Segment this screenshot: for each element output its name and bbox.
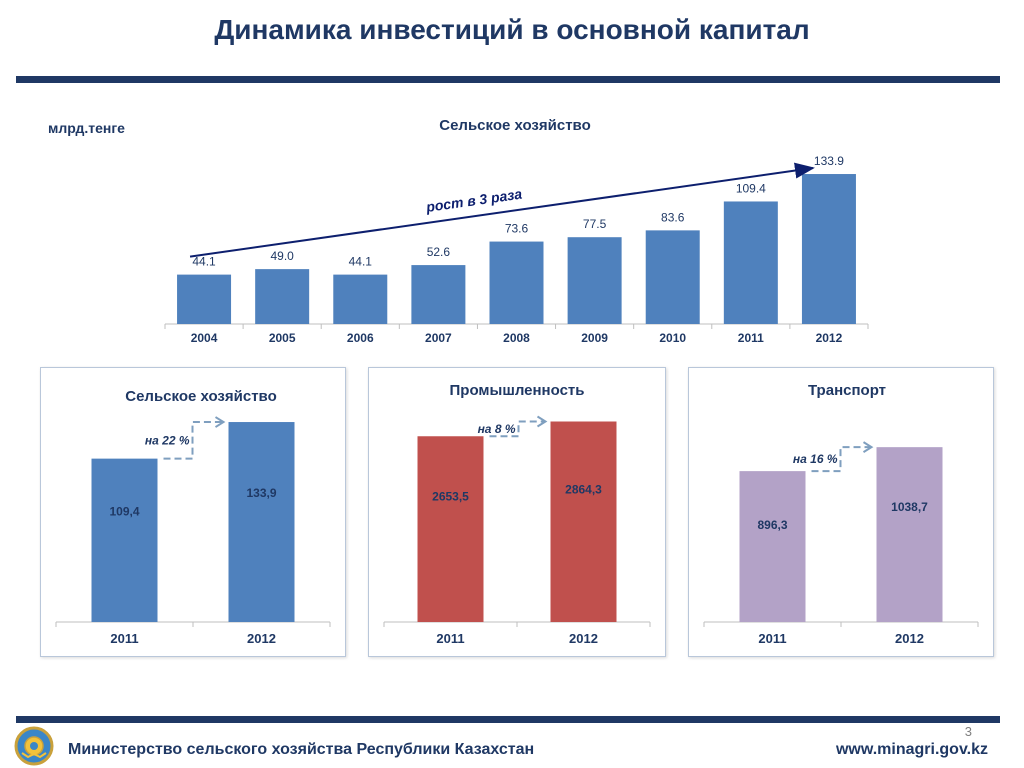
industry-growth-chart: Промышленность 2653,5 2011 2864,3 2012 на 8 %	[383, 382, 651, 646]
x-tick-label: 2006	[347, 331, 374, 345]
main-bar-chart: 44.1 2004 49.0 2005 44.1 2006 52.6 2007 73.6 2008…	[164, 154, 869, 345]
bar-2007	[411, 265, 466, 324]
bar-value-label: 109,4	[109, 505, 139, 519]
x-tick-label: 2011	[110, 631, 138, 646]
bar-value-label: 52.6	[427, 245, 451, 259]
panel-title: Промышленность	[450, 382, 585, 399]
bar-2009	[567, 237, 622, 324]
growth-arrow-head	[862, 441, 874, 454]
footer-divider	[16, 716, 1000, 723]
bar-value-label: 44.1	[349, 255, 373, 269]
kazakhstan-emblem-icon	[14, 726, 54, 766]
x-tick-label: 2011	[758, 631, 786, 646]
panel-transport: Транспорт 896,3 2011 1038,7 2012 на 16 %	[688, 367, 994, 657]
growth-label: на 16 %	[793, 452, 838, 466]
page-title: Динамика инвестиций в основной капитал	[214, 14, 810, 45]
main-chart-title: Сельское хозяйство	[439, 117, 591, 134]
bar-value-label: 77.5	[583, 217, 607, 231]
bar-2005	[255, 269, 310, 324]
bar-2012	[876, 447, 943, 622]
panel-industry: Промышленность 2653,5 2011 2864,3 2012 на 8 %	[368, 367, 666, 657]
bar-value-label: 44.1	[192, 255, 216, 269]
x-tick-label: 2012	[895, 631, 924, 646]
header-divider	[16, 76, 1000, 83]
bar-2011	[91, 458, 158, 622]
growth-step-arrow	[811, 446, 871, 473]
bar-2011	[739, 471, 806, 622]
x-tick-label: 2010	[659, 331, 686, 345]
unit-label: млрд.тенге	[48, 120, 125, 136]
bar-value-label: 109.4	[736, 181, 766, 195]
growth-step-arrow	[489, 420, 545, 438]
transport-growth-chart: Транспорт 896,3 2011 1038,7 2012 на 16 %	[703, 382, 979, 646]
bar-value-label: 49.0	[270, 249, 294, 263]
x-tick-label: 2012	[569, 631, 598, 646]
panel-title: Сельское хозяйство	[125, 388, 277, 405]
bar-2008	[489, 241, 544, 324]
bar-value-label: 133.9	[814, 154, 844, 168]
growth-label: на 8 %	[478, 422, 516, 436]
panel-agriculture: Сельское хозяйство 109,4 2011 133,9 2012 на 2…	[40, 367, 346, 657]
x-tick-label: 2005	[269, 331, 296, 345]
x-tick-label: 2008	[503, 331, 530, 345]
bar-value-label: 83.6	[661, 210, 685, 224]
footer-ministry: Министерство сельского хозяйства Республ…	[68, 741, 535, 758]
bar-2012	[228, 422, 295, 622]
x-tick-label: 2012	[247, 631, 276, 646]
x-tick-label: 2009	[581, 331, 608, 345]
bar-2012	[550, 421, 617, 622]
panel-title: Транспорт	[808, 382, 886, 399]
page-number: 3	[964, 724, 972, 739]
bar-2011	[723, 201, 778, 324]
bar-2011	[417, 436, 484, 622]
agriculture-growth-chart: Сельское хозяйство 109,4 2011 133,9 2012 на 2…	[55, 388, 331, 646]
bar-2010	[645, 230, 700, 324]
bar-2004	[177, 274, 232, 324]
growth-step-arrow	[163, 421, 223, 460]
footer-website-link[interactable]: www.minagri.gov.kz	[835, 741, 988, 758]
bar-value-label: 73.6	[505, 222, 529, 236]
x-tick-label: 2011	[738, 331, 764, 345]
x-tick-label: 2004	[191, 331, 218, 345]
x-tick-label: 2007	[425, 331, 452, 345]
growth-label: на 22 %	[145, 433, 190, 447]
growth-arrow-head	[536, 415, 548, 428]
x-tick-label: 2012	[816, 331, 843, 345]
growth-arrow-head	[214, 416, 226, 428]
bar-value-label: 896,3	[757, 518, 787, 532]
x-tick-label: 2011	[436, 631, 464, 646]
bar-value-label: 133,9	[246, 486, 276, 500]
bar-value-label: 2864,3	[565, 482, 602, 496]
bar-value-label: 2653,5	[432, 489, 469, 503]
bar-2012	[801, 174, 856, 324]
bar-value-label: 1038,7	[891, 500, 928, 514]
bar-2006	[333, 274, 388, 324]
growth-arrow	[189, 162, 815, 258]
